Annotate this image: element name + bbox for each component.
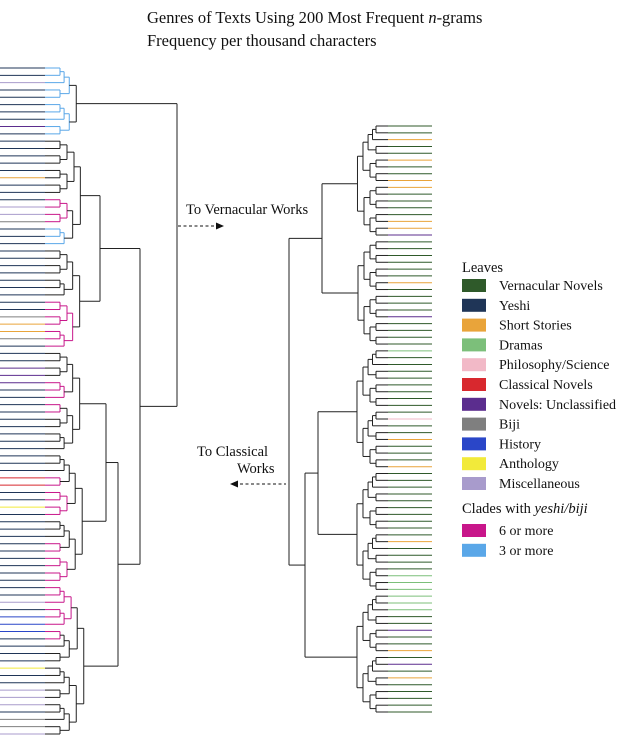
legend-swatch-8 — [462, 437, 486, 451]
classical-arrow-head — [230, 480, 238, 488]
clade-swatch-0 — [462, 524, 486, 537]
legend-label-0: Vernacular Novels — [499, 279, 603, 294]
to-vernacular-label: To Vernacular Works — [186, 202, 308, 218]
to-classical-label-line2: Works — [237, 461, 275, 477]
title-suffix: -grams — [437, 8, 483, 27]
legend-label-10: Miscellaneous — [499, 477, 580, 492]
legend-swatch-7 — [462, 417, 486, 431]
legend-swatch-4 — [462, 358, 486, 372]
legend-swatch-10 — [462, 477, 486, 490]
legend-swatch-3 — [462, 338, 486, 352]
chart-title: Genres of Texts Using 200 Most Frequent … — [147, 8, 482, 27]
legend-label-4: Philosophy/Science — [499, 358, 609, 373]
legend-label-3: Dramas — [499, 338, 543, 353]
title-italic-n: n — [428, 8, 436, 27]
legend-leaves-list: Vernacular Novels Yeshi Short Stories Drama… — [462, 279, 616, 492]
legend-label-8: History — [499, 437, 541, 452]
legend-clades-list: 6 or more 3 or more — [462, 524, 553, 559]
legend-label-7: Biji — [499, 418, 520, 433]
vernacular-arrow-head — [216, 222, 224, 230]
legend-label-6: Novels: Unclassified — [499, 398, 616, 413]
legend-leaves-title: Leaves — [462, 260, 503, 276]
legend-swatch-5 — [462, 378, 486, 391]
clade-swatch-1 — [462, 543, 486, 557]
clade-label-0: 6 or more — [499, 524, 553, 539]
chart-subtitle: Frequency per thousand characters — [147, 31, 377, 50]
legend-clades-title: Clades with yeshi/biji — [462, 501, 588, 517]
left-dendrogram — [0, 67, 178, 735]
legend: Leaves Vernacular Novels Yeshi Short Stori… — [462, 260, 616, 559]
legend-label-1: Yeshi — [499, 299, 530, 314]
legend-swatch-2 — [462, 318, 486, 332]
legend-swatch-6 — [462, 397, 486, 411]
title-prefix: Genres of Texts Using 200 Most Frequent — [147, 8, 428, 27]
legend-swatch-1 — [462, 298, 486, 312]
legend-label-2: Short Stories — [499, 319, 572, 334]
legend-swatch-0 — [462, 279, 486, 292]
right-dendrogram — [288, 125, 432, 713]
legend-label-5: Classical Novels — [499, 378, 593, 393]
legend-clades-title-prefix: Clades with — [462, 501, 535, 517]
clade-label-1: 3 or more — [499, 544, 553, 559]
legend-swatch-9 — [462, 457, 486, 471]
to-classical-label-line1: To Classical — [197, 444, 268, 460]
legend-clades-title-italic: yeshi/biji — [533, 501, 588, 517]
legend-label-9: Anthology — [499, 457, 559, 472]
